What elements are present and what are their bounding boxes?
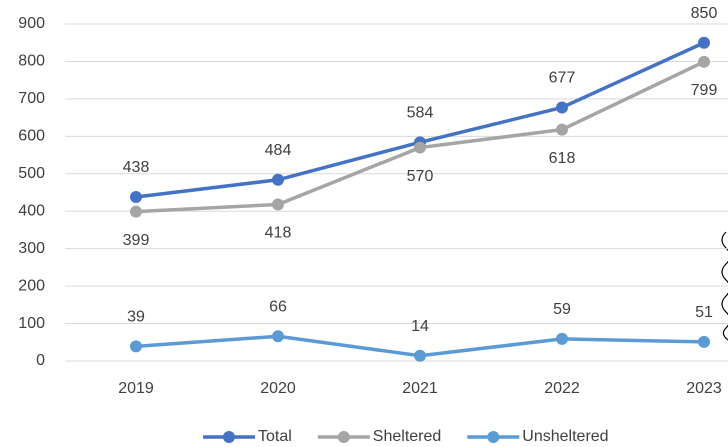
legend-marker: [223, 431, 235, 443]
data-label: 14: [411, 318, 429, 335]
y-tick-label: 0: [36, 352, 45, 369]
data-label: 438: [123, 159, 150, 176]
data-point: [272, 330, 284, 342]
legend-label: Sheltered: [373, 428, 442, 445]
data-label: 570: [407, 168, 434, 185]
y-tick-label: 800: [18, 53, 45, 70]
data-label: 484: [265, 142, 292, 159]
y-tick-label: 700: [18, 90, 45, 107]
page: {"chart_data": {"type": "line", "categor…: [0, 0, 728, 447]
data-point: [130, 340, 142, 352]
legend-marker: [487, 431, 499, 443]
legend-label: Total: [258, 428, 292, 445]
data-point: [130, 191, 142, 203]
data-point: [556, 124, 568, 136]
data-label: 850: [691, 5, 718, 22]
y-tick-label: 600: [18, 128, 45, 145]
data-label: 618: [549, 150, 576, 167]
y-tick-label: 500: [18, 165, 45, 182]
legend-label: Unsheltered: [522, 428, 608, 445]
data-point: [556, 333, 568, 345]
data-label: 799: [691, 82, 718, 99]
data-label: 677: [549, 70, 576, 87]
x-tick-label: 2022: [544, 380, 580, 397]
data-label: 59: [553, 301, 571, 318]
x-tick-label: 2021: [402, 380, 438, 397]
data-label: 66: [269, 299, 287, 316]
data-point: [130, 206, 142, 218]
y-tick-label: 900: [18, 15, 45, 32]
legend-marker: [338, 431, 350, 443]
data-point: [698, 56, 710, 68]
y-tick-label: 300: [18, 240, 45, 257]
x-tick-label: 2020: [260, 380, 296, 397]
data-point: [272, 174, 284, 186]
data-point: [414, 142, 426, 154]
data-label: 399: [123, 232, 150, 249]
y-tick-label: 400: [18, 202, 45, 219]
data-label: 584: [407, 105, 434, 122]
data-label: 39: [127, 309, 145, 326]
y-tick-label: 100: [18, 315, 45, 332]
data-point: [698, 37, 710, 49]
data-label: 51: [695, 304, 713, 321]
data-point: [556, 102, 568, 114]
chart: 0 100 200 300 400 500 600 700 800 900 2019 2020 2021…: [0, 0, 728, 447]
data-label: 418: [265, 225, 292, 242]
data-point: [698, 336, 710, 348]
data-point: [414, 350, 426, 362]
x-tick-label: 2023: [686, 380, 722, 397]
x-tick-label: 2019: [118, 380, 154, 397]
y-tick-label: 200: [18, 277, 45, 294]
data-point: [272, 198, 284, 210]
